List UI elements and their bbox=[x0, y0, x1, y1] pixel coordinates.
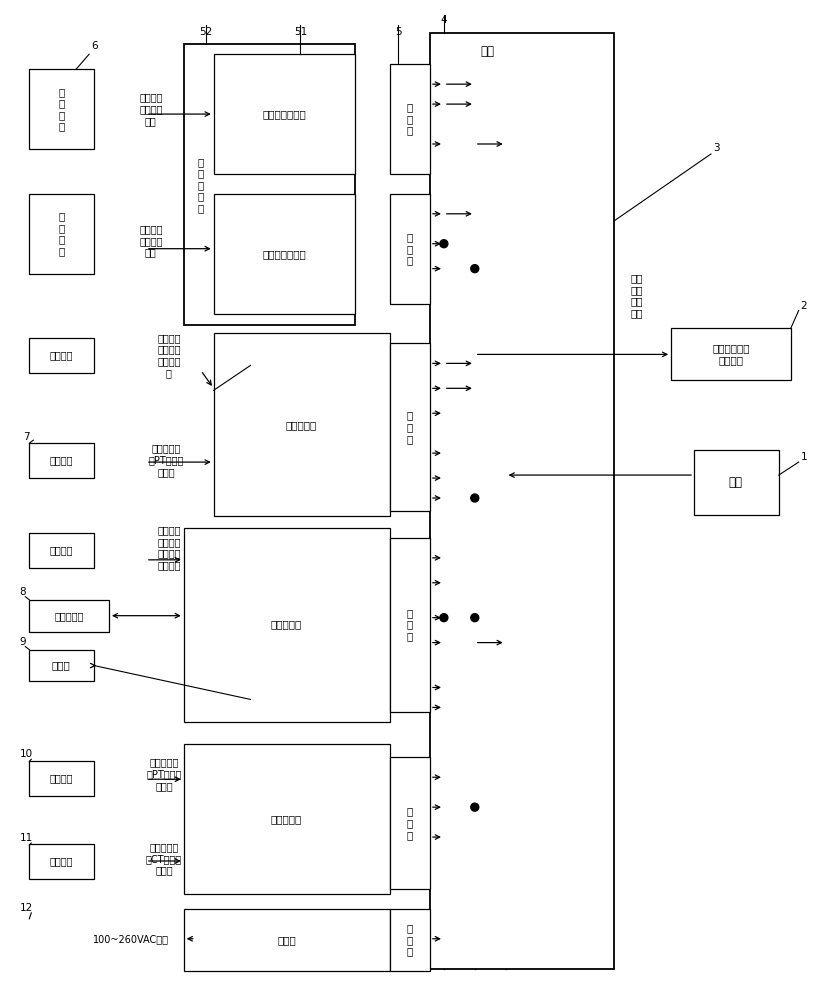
Bar bbox=[184, 528, 390, 722]
Bar bbox=[29, 69, 94, 149]
Text: 第一至第十
路CT二次电
压信号: 第一至第十 路CT二次电 压信号 bbox=[146, 842, 182, 876]
Bar bbox=[29, 844, 94, 879]
Text: 工控机: 工控机 bbox=[52, 661, 70, 671]
Text: 51: 51 bbox=[294, 27, 307, 37]
Text: 输入端子: 输入端子 bbox=[49, 773, 73, 783]
Text: 母板: 母板 bbox=[481, 45, 495, 58]
Text: 输入端子: 输入端子 bbox=[49, 856, 73, 866]
Text: 第一至第
十路主副
表有无功
脉冲信号: 第一至第 十路主副 表有无功 脉冲信号 bbox=[157, 525, 181, 570]
Bar bbox=[29, 650, 94, 681]
Bar bbox=[29, 443, 94, 478]
Bar bbox=[694, 450, 779, 515]
Bar bbox=[29, 600, 109, 632]
Bar bbox=[213, 333, 390, 516]
Text: 卡
插
头: 卡 插 头 bbox=[407, 608, 413, 641]
Bar bbox=[390, 194, 430, 304]
Text: 卡
插
头: 卡 插 头 bbox=[407, 923, 413, 956]
Bar bbox=[184, 909, 390, 971]
Text: 输入端子: 输入端子 bbox=[49, 545, 73, 555]
Bar bbox=[390, 64, 430, 174]
Text: 第二电流输入卡: 第二电流输入卡 bbox=[263, 249, 306, 259]
Text: 12: 12 bbox=[20, 903, 33, 913]
Bar bbox=[29, 338, 94, 373]
Text: 卡
插
头: 卡 插 头 bbox=[407, 806, 413, 840]
Text: 输入端子: 输入端子 bbox=[49, 455, 73, 465]
Text: 标准电能脉冲
输出端子: 标准电能脉冲 输出端子 bbox=[712, 344, 749, 365]
Bar bbox=[390, 538, 430, 712]
Text: 52: 52 bbox=[199, 27, 213, 37]
Text: 8: 8 bbox=[20, 587, 26, 597]
Text: 第一至第
五路电流
信号: 第一至第 五路电流 信号 bbox=[139, 92, 163, 126]
Circle shape bbox=[471, 614, 479, 622]
Bar bbox=[390, 343, 430, 511]
Text: 卡
插
头: 卡 插 头 bbox=[407, 102, 413, 136]
Text: 第一至第四
路PT二次电
压信号: 第一至第四 路PT二次电 压信号 bbox=[148, 444, 183, 477]
Text: 1: 1 bbox=[800, 452, 807, 462]
Bar bbox=[430, 33, 614, 969]
Bar bbox=[213, 54, 355, 174]
Circle shape bbox=[471, 265, 479, 273]
Text: 负荷取样卡: 负荷取样卡 bbox=[271, 814, 302, 824]
Bar bbox=[390, 909, 430, 971]
Bar bbox=[390, 757, 430, 889]
Text: 第六至第
十路电流
信号: 第六至第 十路电流 信号 bbox=[139, 224, 163, 257]
Text: 100~260VAC输入: 100~260VAC输入 bbox=[93, 934, 169, 944]
Bar bbox=[29, 533, 94, 568]
Text: 5: 5 bbox=[395, 27, 402, 37]
Text: 7: 7 bbox=[23, 432, 29, 442]
Text: 第一至第
四路电表
端电压信
号: 第一至第 四路电表 端电压信 号 bbox=[157, 333, 181, 378]
Bar bbox=[29, 194, 94, 274]
Bar bbox=[184, 744, 390, 894]
Text: 11: 11 bbox=[20, 833, 33, 843]
Text: 输
入
端
子: 输 入 端 子 bbox=[58, 211, 65, 256]
Text: 标准
电能
脉冲
信号: 标准 电能 脉冲 信号 bbox=[631, 273, 644, 318]
Text: 电压输入卡: 电压输入卡 bbox=[285, 420, 317, 430]
Bar bbox=[671, 328, 791, 380]
Text: 4: 4 bbox=[441, 15, 447, 25]
Text: 输
入
端
子: 输 入 端 子 bbox=[58, 87, 65, 131]
Text: 复位控制盒: 复位控制盒 bbox=[55, 611, 84, 621]
Circle shape bbox=[471, 494, 479, 502]
Circle shape bbox=[440, 614, 448, 622]
Text: 卡
插
头: 卡 插 头 bbox=[407, 232, 413, 265]
Text: 键盘: 键盘 bbox=[729, 476, 743, 489]
Text: 10: 10 bbox=[20, 749, 33, 759]
Bar bbox=[213, 194, 355, 314]
Bar bbox=[29, 761, 94, 796]
Text: 3: 3 bbox=[713, 143, 721, 153]
Text: 卡
插
头: 卡 插 头 bbox=[407, 411, 413, 444]
Text: 第一至第四
路PT二次电
流信号: 第一至第四 路PT二次电 流信号 bbox=[146, 758, 182, 791]
Text: 输入端子: 输入端子 bbox=[49, 350, 73, 360]
Text: 误差计算卡: 误差计算卡 bbox=[271, 620, 302, 630]
Text: 电
流
输
入
卡: 电 流 输 入 卡 bbox=[198, 157, 204, 213]
Bar bbox=[184, 44, 355, 325]
Text: 6: 6 bbox=[91, 41, 97, 51]
Text: 电源卡: 电源卡 bbox=[277, 935, 296, 945]
Text: 9: 9 bbox=[20, 637, 26, 647]
Circle shape bbox=[471, 803, 479, 811]
Text: 2: 2 bbox=[800, 301, 807, 311]
Circle shape bbox=[440, 240, 448, 248]
Text: 第一电流输入卡: 第一电流输入卡 bbox=[263, 109, 306, 119]
